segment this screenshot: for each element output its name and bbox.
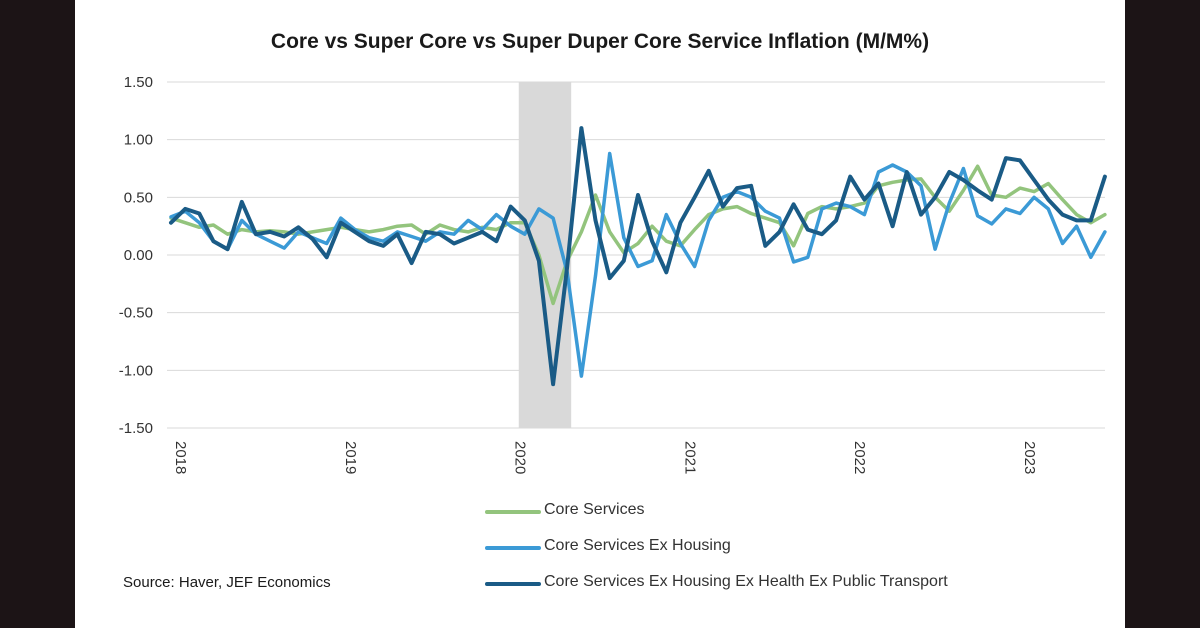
legend-label: Core Services Ex Housing Ex Health Ex Pu… [544, 573, 948, 590]
x-tick-label: 2020 [512, 441, 529, 474]
line-chart: 1.50 1.00 0.50 0.00 -0.50 -1.00 -1.50 2018 2019 2… [119, 74, 1107, 474]
y-tick-label: -1.50 [119, 420, 153, 437]
legend-swatch [485, 582, 541, 586]
y-tick-label: -1.00 [119, 362, 153, 379]
y-tick-label: 0.00 [124, 247, 153, 264]
y-tick-label: 1.50 [124, 74, 153, 91]
y-tick-label: -0.50 [119, 305, 153, 322]
source-note: Source: Haver, JEF Economics [123, 574, 331, 591]
legend-swatch [485, 546, 541, 550]
x-tick-label: 2018 [172, 441, 189, 474]
x-tick-label: 2022 [851, 441, 868, 474]
legend-label: Core Services [544, 501, 645, 518]
chart-panel: Core vs Super Core vs Super Duper Core S… [75, 0, 1125, 628]
x-tick-label: 2019 [342, 441, 359, 474]
series-line-2 [169, 151, 1107, 378]
y-tick-label: 1.00 [124, 132, 153, 149]
x-tick-label: 2023 [1021, 441, 1038, 474]
series-line-3 [169, 126, 1107, 387]
x-tick-label: 2021 [681, 441, 698, 474]
legend-label: Core Services Ex Housing [544, 537, 731, 554]
legend-swatch [485, 510, 541, 514]
series-line-1 [169, 164, 1107, 306]
y-tick-label: 0.50 [124, 189, 153, 206]
chart-title: Core vs Super Core vs Super Duper Core S… [270, 30, 930, 53]
